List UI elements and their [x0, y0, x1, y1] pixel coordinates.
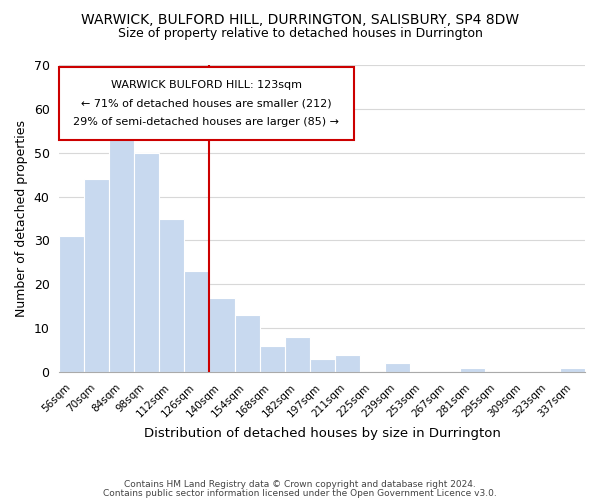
Text: WARWICK BULFORD HILL: 123sqm: WARWICK BULFORD HILL: 123sqm: [111, 80, 302, 90]
Text: ← 71% of detached houses are smaller (212): ← 71% of detached houses are smaller (21…: [81, 99, 332, 109]
Bar: [209, 298, 235, 372]
Bar: [560, 368, 585, 372]
Bar: [460, 368, 485, 372]
Text: 29% of semi-detached houses are larger (85) →: 29% of semi-detached houses are larger (…: [73, 117, 340, 127]
Bar: [284, 337, 310, 372]
X-axis label: Distribution of detached houses by size in Durrington: Distribution of detached houses by size …: [144, 427, 500, 440]
FancyBboxPatch shape: [59, 66, 353, 140]
Text: Contains HM Land Registry data © Crown copyright and database right 2024.: Contains HM Land Registry data © Crown c…: [124, 480, 476, 489]
Bar: [59, 236, 85, 372]
Text: WARWICK, BULFORD HILL, DURRINGTON, SALISBURY, SP4 8DW: WARWICK, BULFORD HILL, DURRINGTON, SALIS…: [81, 12, 519, 26]
Bar: [235, 315, 260, 372]
Text: Size of property relative to detached houses in Durrington: Size of property relative to detached ho…: [118, 28, 482, 40]
Bar: [184, 271, 209, 372]
Bar: [385, 364, 410, 372]
Bar: [310, 359, 335, 372]
Y-axis label: Number of detached properties: Number of detached properties: [15, 120, 28, 317]
Bar: [85, 179, 109, 372]
Text: Contains public sector information licensed under the Open Government Licence v3: Contains public sector information licen…: [103, 490, 497, 498]
Bar: [160, 218, 184, 372]
Bar: [335, 354, 359, 372]
Bar: [260, 346, 284, 372]
Bar: [134, 152, 160, 372]
Bar: [109, 126, 134, 372]
